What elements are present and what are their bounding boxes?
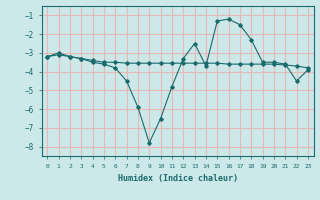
X-axis label: Humidex (Indice chaleur): Humidex (Indice chaleur): [118, 174, 237, 183]
